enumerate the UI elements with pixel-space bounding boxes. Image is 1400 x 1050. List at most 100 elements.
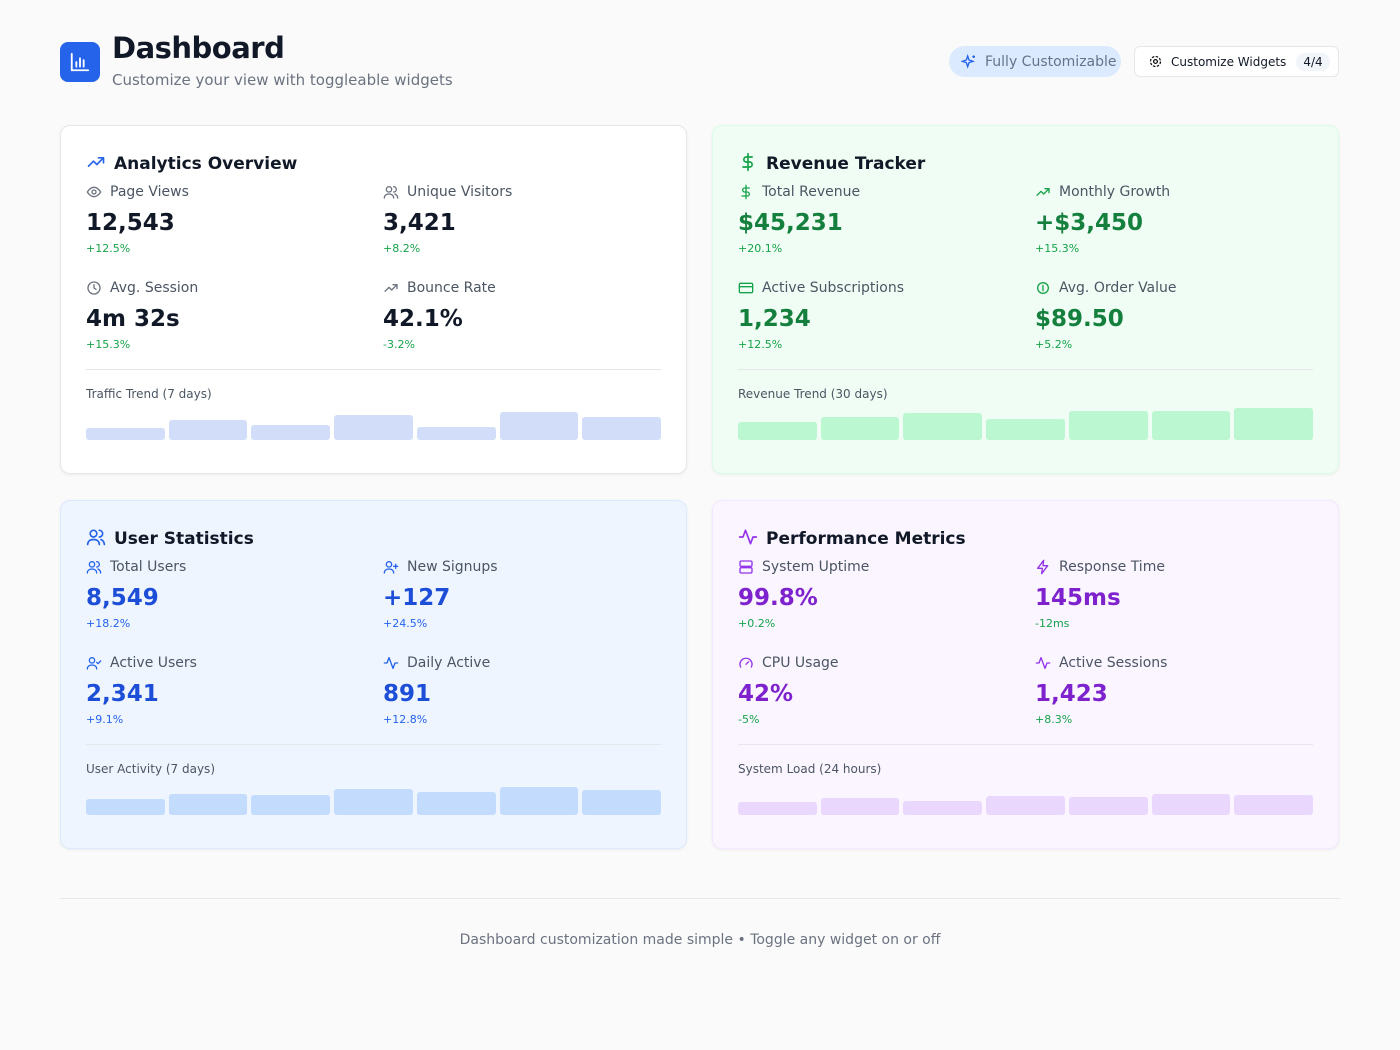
- metric: Response Time 145ms -12ms: [1035, 558, 1315, 654]
- metric-icon: [738, 559, 754, 575]
- customize-button[interactable]: Customize Widgets 4/4: [1134, 46, 1339, 77]
- trend-bar: [416, 792, 496, 815]
- trend-bar: [1068, 411, 1148, 440]
- metric-label: Page Views: [110, 184, 189, 200]
- widget-card: Analytics Overview Page Views 12,543 +12.5%…: [60, 125, 687, 474]
- metrics-grid: System Uptime 99.8% +0.2% Response Time 145m…: [738, 558, 1313, 750]
- trend-bar: [251, 795, 331, 815]
- metric-label-row: New Signups: [383, 558, 663, 576]
- trend-bar: [986, 419, 1065, 440]
- metric-change: +12.5%: [86, 242, 131, 255]
- metric: CPU Usage 42% -5%: [738, 654, 1035, 750]
- page-subtitle: Customize your view with toggleable widg…: [112, 71, 453, 89]
- trend-bar: [334, 789, 413, 815]
- metric-value: 1,234: [738, 306, 811, 332]
- metrics-grid: Total Revenue $45,231 +20.1% Monthly Growth…: [738, 183, 1313, 375]
- metric-icon: [86, 280, 102, 296]
- widget-icon: [738, 152, 758, 177]
- metric-value: 145ms: [1035, 585, 1121, 611]
- badge: Fully Customizable: [949, 46, 1121, 77]
- metric-change: +12.8%: [383, 713, 428, 726]
- metric-change: +15.3%: [1035, 242, 1080, 255]
- metric-label-row: Total Revenue: [738, 183, 1035, 201]
- divider: [738, 744, 1313, 745]
- metric-change: +24.5%: [383, 617, 428, 630]
- metric-label: Avg. Order Value: [1059, 280, 1177, 296]
- metric-value: 1,423: [1035, 681, 1108, 707]
- metric-change: +20.1%: [738, 242, 783, 255]
- trend-bar: [582, 790, 662, 815]
- widget-title: Revenue Tracker: [766, 154, 926, 174]
- metric-label: Daily Active: [407, 655, 491, 671]
- metric-change: +9.1%: [86, 713, 124, 726]
- metric-value: 12,543: [86, 210, 175, 236]
- button-count: 4/4: [1296, 52, 1330, 71]
- trend-bar: [251, 425, 331, 440]
- widget-card: Performance Metrics System Uptime 99.8% +0.…: [712, 500, 1339, 849]
- metric-value: 4m 32s: [86, 306, 180, 332]
- badge-text: Fully Customizable: [985, 53, 1117, 70]
- metric-value: 2,341: [86, 681, 159, 707]
- button-label: Customize Widgets: [1171, 54, 1287, 69]
- metric-change: -3.2%: [383, 338, 415, 351]
- trend-bar: [1234, 408, 1314, 440]
- metric-label-row: Active Subscriptions: [738, 279, 1035, 297]
- trend-label: Traffic Trend (7 days): [86, 387, 212, 401]
- metric-icon: [738, 184, 754, 200]
- metric: Total Revenue $45,231 +20.1%: [738, 183, 1035, 279]
- metric: Monthly Growth +$3,450 +15.3%: [1035, 183, 1315, 279]
- metric-label: Active Subscriptions: [762, 280, 905, 296]
- trend-bar: [499, 412, 579, 440]
- metric: New Signups +127 +24.5%: [383, 558, 663, 654]
- trend-bar: [1068, 797, 1148, 815]
- metric-change: +15.3%: [86, 338, 131, 351]
- metric-change: +8.3%: [1035, 713, 1073, 726]
- widget-header: Analytics Overview: [86, 152, 661, 176]
- trend-bars: [738, 406, 1314, 440]
- metric: Avg. Session 4m 32s +15.3%: [86, 279, 383, 375]
- metric-icon: [1035, 559, 1051, 575]
- trend-label: Revenue Trend (30 days): [738, 387, 888, 401]
- metric: Total Users 8,549 +18.2%: [86, 558, 383, 654]
- widget-card: Revenue Tracker Total Revenue $45,231 +20.1…: [712, 125, 1339, 474]
- metric-change: -12ms: [1035, 617, 1070, 630]
- logo: [60, 42, 100, 82]
- metric-value: 99.8%: [738, 585, 818, 611]
- page-title: Dashboard: [112, 31, 285, 65]
- metric-label: Bounce Rate: [407, 280, 496, 296]
- trend-bar: [903, 801, 983, 815]
- metric: Daily Active 891 +12.8%: [383, 654, 663, 750]
- metric-label: New Signups: [407, 559, 498, 575]
- metric-icon: [738, 655, 754, 671]
- metric: Avg. Order Value $89.50 +5.2%: [1035, 279, 1315, 375]
- trend-bar: [499, 787, 579, 815]
- metric-icon: [86, 655, 102, 671]
- trend-bar: [820, 417, 900, 440]
- trend-bar: [582, 417, 662, 440]
- divider: [86, 369, 661, 370]
- metric-label-row: Daily Active: [383, 654, 663, 672]
- widget-title: Analytics Overview: [114, 154, 298, 174]
- divider: [86, 744, 661, 745]
- metric-change: -5%: [738, 713, 760, 726]
- metric-label: Unique Visitors: [407, 184, 513, 200]
- trend-bar: [86, 428, 165, 440]
- metric-value: 42.1%: [383, 306, 463, 332]
- metric-value: 891: [383, 681, 432, 707]
- metric-label-row: CPU Usage: [738, 654, 1035, 672]
- metric-label: Monthly Growth: [1059, 184, 1171, 200]
- footer-text: Dashboard customization made simple • To…: [459, 932, 941, 948]
- trend-bar: [334, 415, 413, 440]
- metric: Bounce Rate 42.1% -3.2%: [383, 279, 663, 375]
- trend-bar: [1151, 411, 1231, 440]
- trend-bar: [738, 802, 817, 815]
- widget-title: User Statistics: [114, 529, 254, 549]
- divider: [738, 369, 1313, 370]
- metric-change: +5.2%: [1035, 338, 1073, 351]
- metric-icon: [738, 280, 754, 296]
- metric-label-row: Avg. Order Value: [1035, 279, 1315, 297]
- trend-bars: [86, 781, 662, 815]
- metric-value: +$3,450: [1035, 210, 1144, 236]
- metric-label-row: Monthly Growth: [1035, 183, 1315, 201]
